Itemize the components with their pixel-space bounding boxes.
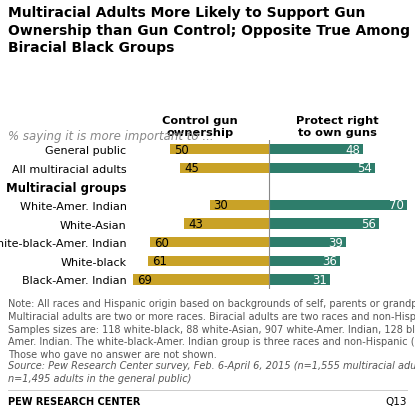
- Text: 31: 31: [312, 273, 327, 286]
- Bar: [184, 219, 269, 229]
- Text: 45: 45: [184, 162, 199, 175]
- Text: 43: 43: [188, 218, 203, 230]
- Text: Protect right
to own guns: Protect right to own guns: [296, 116, 379, 138]
- Text: Control gun
ownership: Control gun ownership: [162, 116, 238, 138]
- Text: % saying it is more important to ...: % saying it is more important to ...: [8, 130, 214, 143]
- Bar: [269, 163, 375, 173]
- Bar: [269, 219, 379, 229]
- Bar: [269, 145, 364, 155]
- Text: 69: 69: [137, 273, 151, 286]
- Text: PEW RESEARCH CENTER: PEW RESEARCH CENTER: [8, 396, 141, 406]
- Bar: [180, 163, 269, 173]
- Text: Multiracial Adults More Likely to Support Gun
Ownership than Gun Control; Opposi: Multiracial Adults More Likely to Suppor…: [8, 6, 410, 55]
- Bar: [151, 237, 269, 248]
- Bar: [210, 200, 269, 211]
- Text: Source: Pew Research Center survey, Feb. 6-April 6, 2015 (n=1,555 multiracial ad: Source: Pew Research Center survey, Feb.…: [8, 360, 415, 383]
- Bar: [170, 145, 269, 155]
- Bar: [269, 237, 346, 248]
- Text: 60: 60: [154, 236, 169, 249]
- Text: Note: All races and Hispanic origin based on backgrounds of self, parents or gra: Note: All races and Hispanic origin base…: [8, 298, 415, 359]
- Text: 54: 54: [357, 162, 372, 175]
- Text: 56: 56: [361, 218, 376, 230]
- Text: 61: 61: [152, 255, 167, 268]
- Bar: [269, 275, 330, 285]
- Text: 36: 36: [322, 255, 337, 268]
- Text: 39: 39: [328, 236, 343, 249]
- Bar: [269, 200, 407, 211]
- Text: 50: 50: [174, 143, 189, 156]
- Text: Q13: Q13: [385, 396, 407, 406]
- Bar: [149, 256, 269, 266]
- Text: 70: 70: [389, 199, 404, 212]
- Text: 30: 30: [214, 199, 228, 212]
- Text: 48: 48: [346, 143, 360, 156]
- Bar: [133, 275, 269, 285]
- Bar: [269, 256, 339, 266]
